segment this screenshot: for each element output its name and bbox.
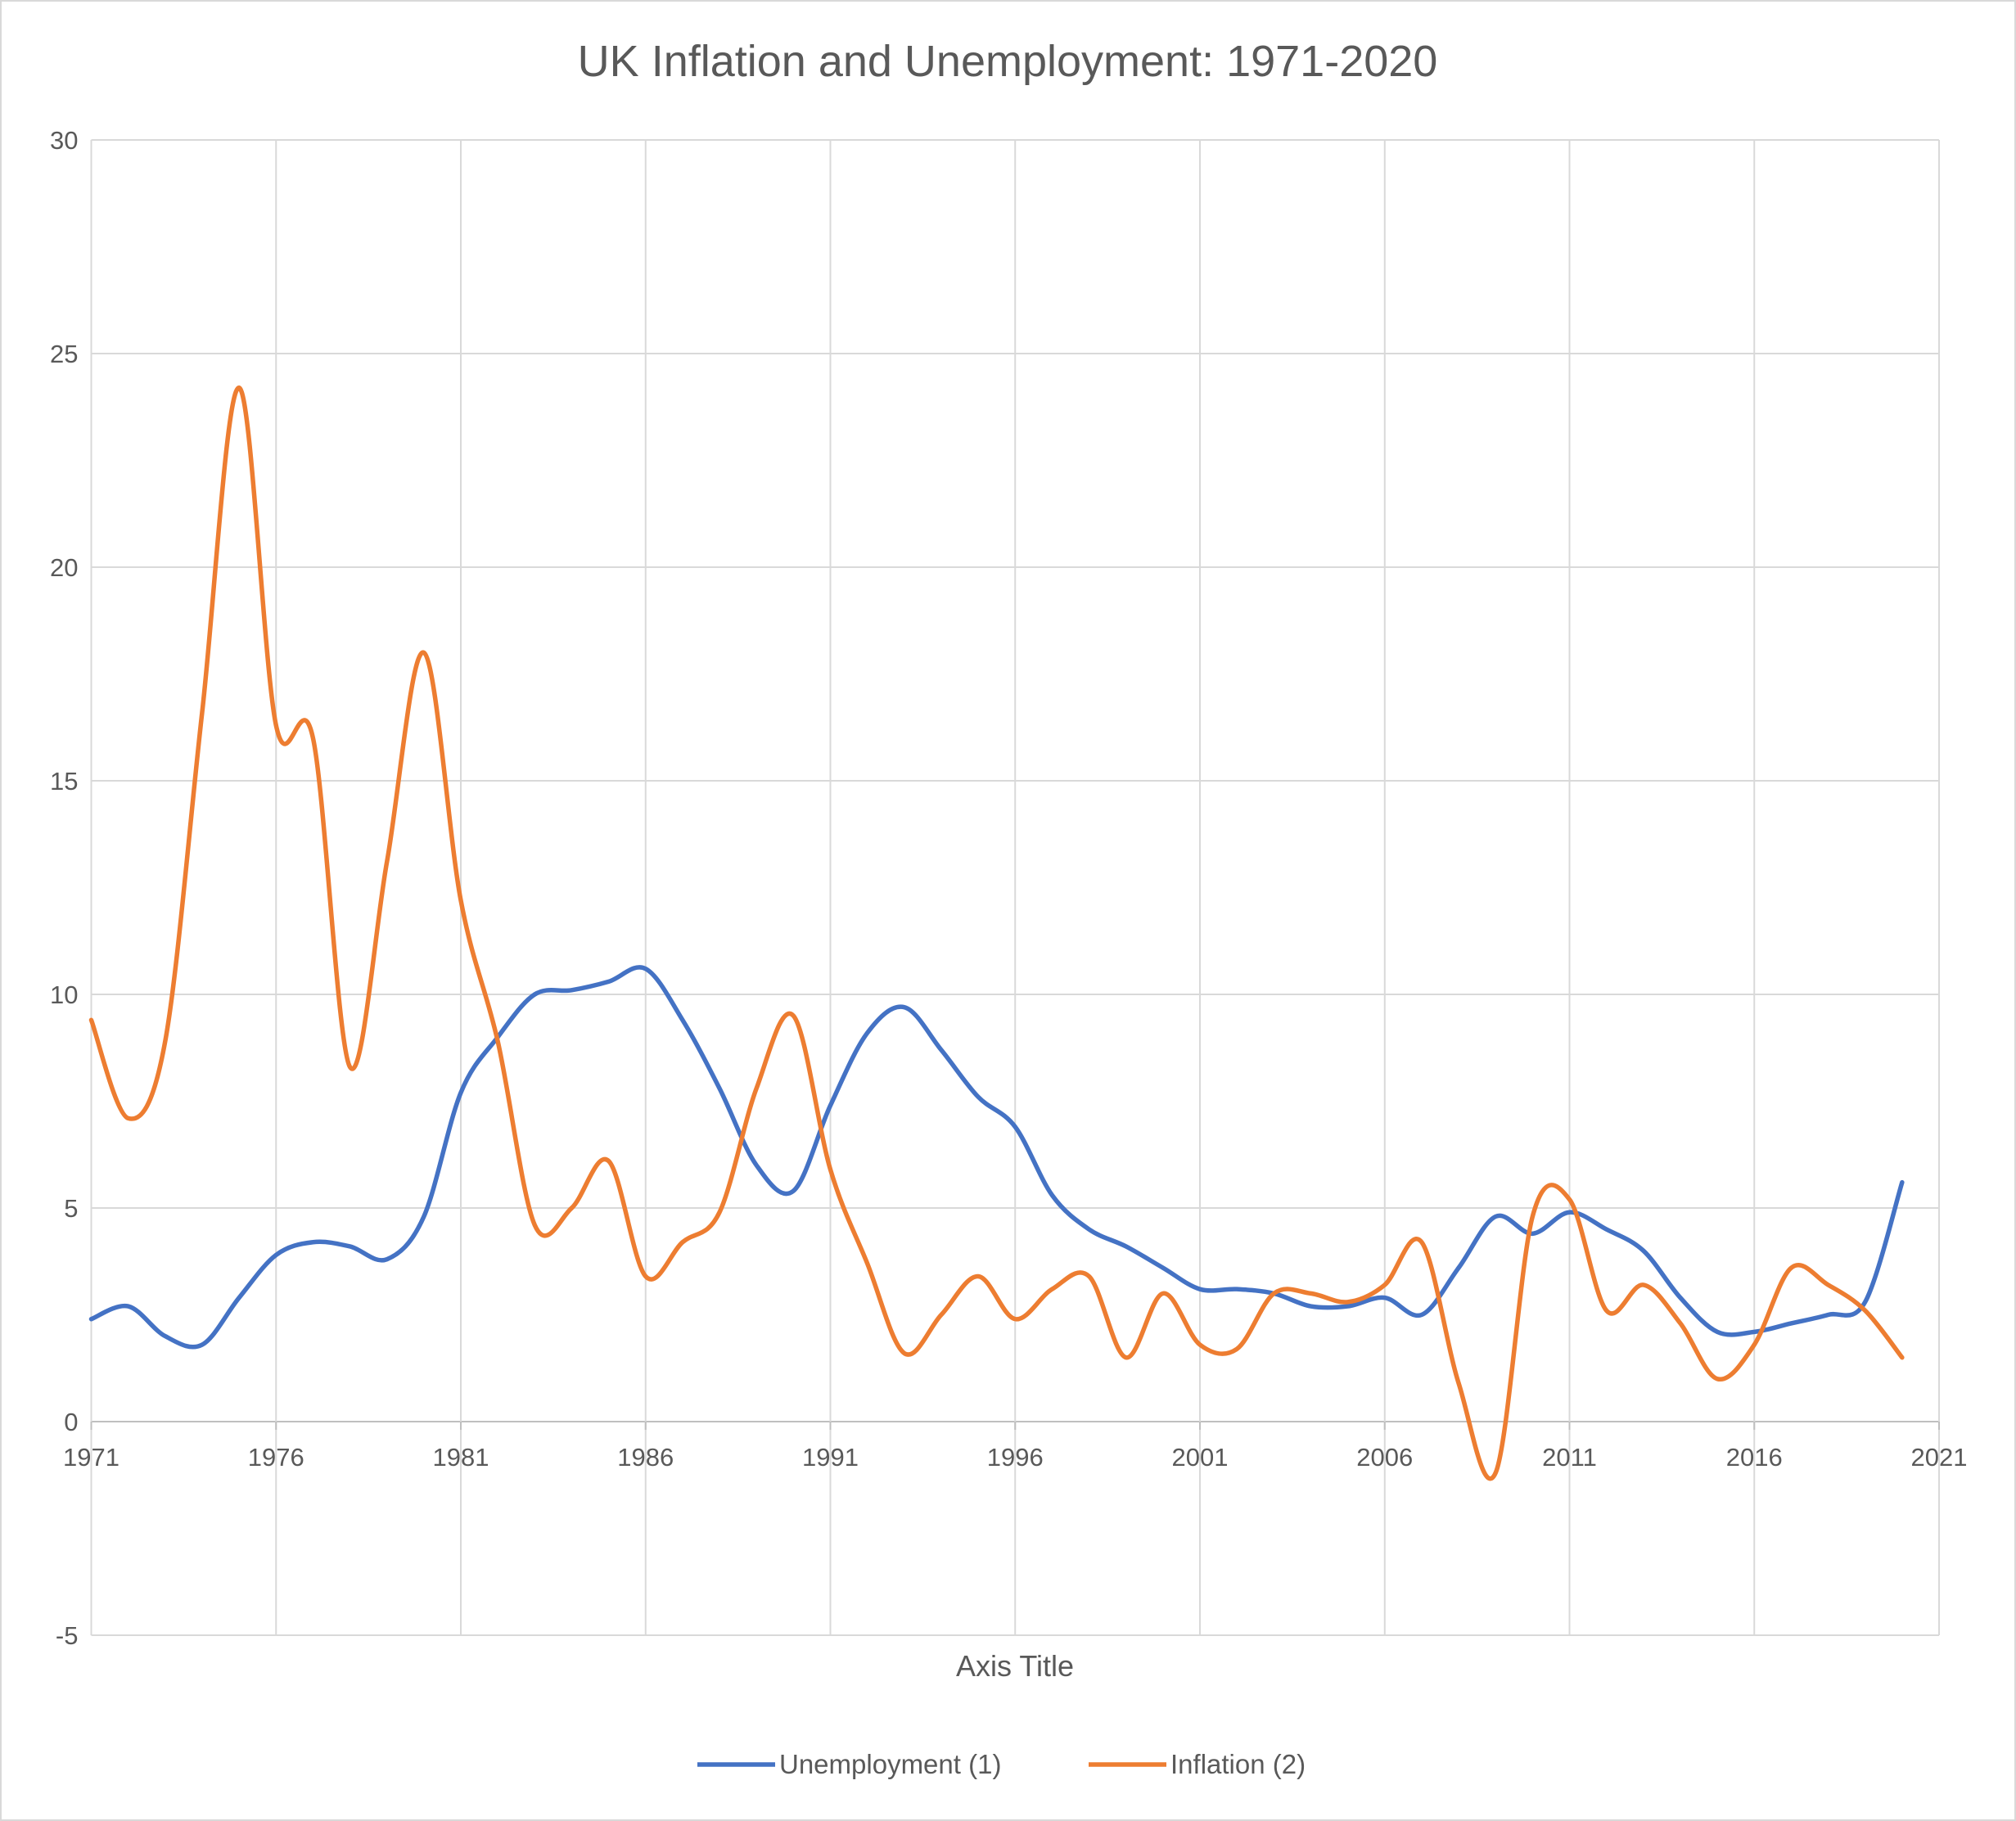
x-tick-label: 1981 (433, 1443, 489, 1472)
x-tick-label: 1976 (248, 1443, 304, 1472)
x-tick-label: 1991 (802, 1443, 859, 1472)
x-tick-label: 2006 (1356, 1443, 1413, 1472)
y-tick-label: 25 (50, 340, 78, 368)
y-tick-label: 30 (50, 126, 78, 155)
x-tick-label: 2001 (1172, 1443, 1229, 1472)
x-tick-label: 2016 (1726, 1443, 1783, 1472)
y-tick-label: -5 (56, 1621, 79, 1650)
y-tick-label: 5 (64, 1194, 78, 1223)
x-tick-label: 1996 (987, 1443, 1044, 1472)
legend: Unemployment (1) Inflation (2) (697, 1749, 1306, 1779)
x-tick-label: 1971 (63, 1443, 120, 1472)
legend-label: Unemployment (1) (779, 1749, 1001, 1779)
x-tick-label: 2021 (1911, 1443, 1968, 1472)
y-tick-label: 15 (50, 767, 78, 796)
x-tick-label: 1986 (617, 1443, 674, 1472)
y-tick-label: 10 (50, 980, 78, 1009)
y-tick-label: 20 (50, 553, 78, 582)
x-axis-title: Axis Title (956, 1649, 1074, 1683)
y-tick-label: 0 (64, 1408, 78, 1436)
series-line-0 (88, 965, 1905, 1350)
x-tick-label: 2011 (1542, 1443, 1597, 1472)
series-line-1 (88, 385, 1905, 1481)
legend-label: Inflation (2) (1170, 1749, 1306, 1779)
chart-title: UK Inflation and Unemployment: 1971-2020 (578, 37, 1438, 86)
